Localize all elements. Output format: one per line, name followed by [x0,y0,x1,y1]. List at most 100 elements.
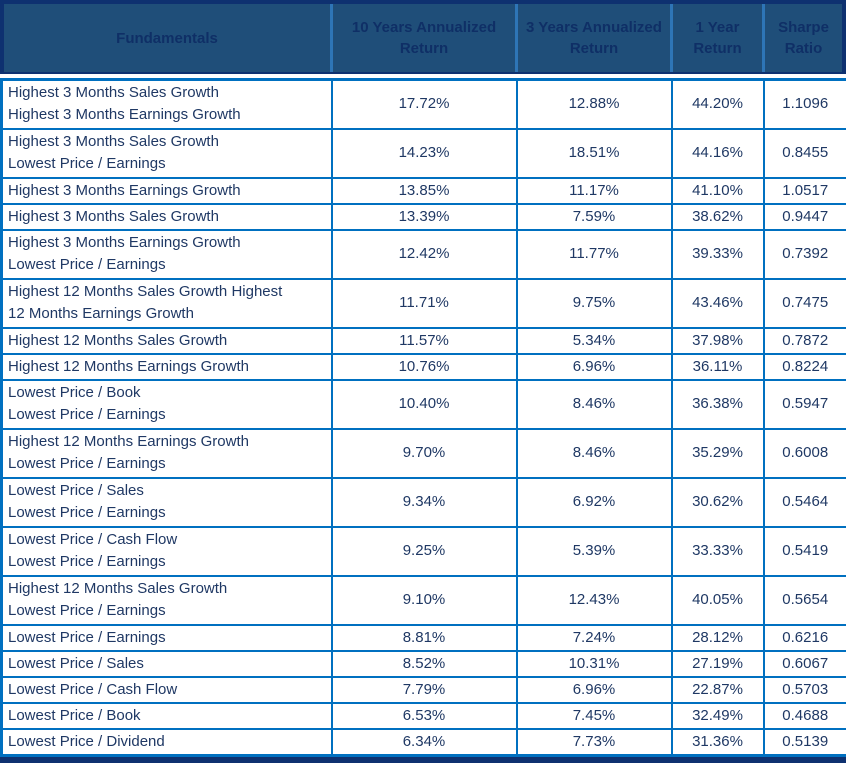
fundamental-line: Highest 3 Months Earnings Growth [8,181,241,199]
return-10y-cell: 10.76% [330,352,518,381]
fundamental-cell: Highest 12 Months Sales Growth Lowest Pri… [0,574,333,626]
return-3y-cell: 10.31% [515,649,673,678]
fundamental-line: Lowest Price / Earnings [8,455,166,472]
sharpe-ratio-cell: 0.6067 [762,649,846,678]
fundamental-line: Lowest Price / Earnings [8,406,166,423]
sharpe-ratio-cell: 1.1096 [762,78,846,130]
fundamental-cell: Highest 12 Months Sales Growth [0,326,333,355]
fundamental-line: Highest 3 Months Earnings Growth [8,234,241,251]
table-row: Highest 3 Months Sales Growth Lowest Pric… [0,127,846,179]
sharpe-ratio-cell: 0.5419 [762,525,846,577]
fundamental-line: Lowest Price / Cash Flow [8,680,178,698]
return-3y-cell: 9.75% [515,277,673,329]
table-row: Lowest Price / Cash Flow 7.79% 6.96% 22.… [0,675,846,704]
fundamental-cell: Lowest Price / Book [0,701,333,730]
fundamental-line: Lowest Price / Book [8,706,141,724]
return-10y-cell: 7.79% [330,675,518,704]
return-1y-cell: 32.49% [670,701,765,730]
fundamental-line: Lowest Price / Cash Flow [8,531,178,548]
table-row: Lowest Price / Earnings 8.81% 7.24% 28.1… [0,623,846,652]
column-header-sharpe-ratio: Sharpe Ratio [762,4,842,72]
sharpe-ratio-cell: 0.5703 [762,675,846,704]
fundamental-line: Lowest Price / Earnings [8,602,166,619]
return-1y-cell: 30.62% [670,476,765,528]
sharpe-ratio-cell: 0.9447 [762,202,846,231]
fundamental-cell: Highest 12 Months Earnings Growth [0,352,333,381]
return-10y-cell: 9.34% [330,476,518,528]
return-1y-cell: 36.38% [670,378,765,430]
fundamental-line: Highest 12 Months Earnings Growth [8,433,249,450]
return-3y-cell: 8.46% [515,427,673,479]
fundamental-line: Highest 3 Months Sales Growth [8,133,219,150]
column-header-1y-return: 1 Year Return [670,4,762,72]
return-3y-cell: 7.73% [515,727,673,756]
return-3y-cell: 6.96% [515,352,673,381]
return-3y-cell: 11.77% [515,228,673,280]
table-row: Highest 3 Months Earnings Growth Lowest P… [0,228,846,280]
column-header-10y-annualized-return: 10 Years Annualized Return [330,4,515,72]
sharpe-ratio-cell: 0.4688 [762,701,846,730]
return-10y-cell: 13.85% [330,176,518,205]
column-header-3y-annualized-return: 3 Years Annualized Return [515,4,670,72]
table-body: Highest 3 Months Sales Growth Highest 3 M… [0,78,846,757]
return-3y-cell: 12.88% [515,78,673,130]
table-row: Highest 12 Months Sales Growth 11.57% 5.… [0,326,846,355]
fundamental-line: Lowest Price / Earnings [8,155,166,172]
fundamental-line: Lowest Price / Earnings [8,628,166,646]
fundamental-line: Highest 12 Months Sales Growth Highest [8,283,283,300]
return-10y-cell: 8.81% [330,623,518,652]
fundamental-line: Lowest Price / Book [8,384,141,401]
return-1y-cell: 44.20% [670,78,765,130]
fundamental-cell: Lowest Price / Sales [0,649,333,678]
table-row: Lowest Price / Dividend 6.34% 7.73% 31.3… [0,727,846,756]
return-1y-cell: 43.46% [670,277,765,329]
return-10y-cell: 17.72% [330,78,518,130]
sharpe-ratio-cell: 0.7872 [762,326,846,355]
return-1y-cell: 37.98% [670,326,765,355]
fundamental-cell: Highest 12 Months Earnings Growth Lowest … [0,427,333,479]
fundamental-cell: Lowest Price / Sales Lowest Price / Earni… [0,476,333,528]
return-10y-cell: 11.57% [330,326,518,355]
return-3y-cell: 7.59% [515,202,673,231]
fundamental-line: Highest 12 Months Sales Growth [8,331,228,349]
sharpe-ratio-cell: 0.6216 [762,623,846,652]
fundamental-cell: Lowest Price / Cash Flow Lowest Price / E… [0,525,333,577]
return-1y-cell: 44.16% [670,127,765,179]
return-3y-cell: 6.92% [515,476,673,528]
fundamental-cell: Lowest Price / Dividend [0,727,333,756]
fundamental-line: Lowest Price / Earnings [8,553,166,570]
return-10y-cell: 10.40% [330,378,518,430]
table-row: Lowest Price / Sales Lowest Price / Earni… [0,476,846,528]
fundamental-line: Highest 12 Months Sales Growth [8,580,228,597]
fundamental-line: Highest 12 Months Earnings Growth [8,357,249,375]
return-1y-cell: 36.11% [670,352,765,381]
fundamental-line: Highest 3 Months Earnings Growth [8,106,241,124]
return-10y-cell: 9.10% [330,574,518,626]
return-3y-cell: 12.43% [515,574,673,626]
fundamental-cell: Highest 3 Months Earnings Growth [0,176,333,205]
table-row: Lowest Price / Cash Flow Lowest Price / E… [0,525,846,577]
return-3y-cell: 7.24% [515,623,673,652]
return-1y-cell: 33.33% [670,525,765,577]
return-1y-cell: 28.12% [670,623,765,652]
table-row: Highest 3 Months Sales Growth 13.39% 7.5… [0,202,846,231]
fundamental-line: Lowest Price / Earnings [8,504,166,521]
return-3y-cell: 5.39% [515,525,673,577]
table-row: Highest 12 Months Sales Growth Lowest Pri… [0,574,846,626]
sharpe-ratio-cell: 0.7392 [762,228,846,280]
return-10y-cell: 12.42% [330,228,518,280]
table-row: Highest 12 Months Earnings Growth 10.76%… [0,352,846,381]
sharpe-ratio-cell: 0.5947 [762,378,846,430]
fundamental-cell: Lowest Price / Cash Flow [0,675,333,704]
return-10y-cell: 9.70% [330,427,518,479]
return-10y-cell: 14.23% [330,127,518,179]
return-10y-cell: 6.34% [330,727,518,756]
fundamental-line: Lowest Price / Dividend [8,732,165,750]
return-3y-cell: 8.46% [515,378,673,430]
table-rows-container: Highest 3 Months Sales Growth Highest 3 M… [0,78,846,756]
sharpe-ratio-cell: 0.6008 [762,427,846,479]
sharpe-ratio-cell: 1.0517 [762,176,846,205]
fundamental-line: Lowest Price / Sales [8,482,144,499]
fundamental-cell: Highest 3 Months Sales Growth [0,202,333,231]
